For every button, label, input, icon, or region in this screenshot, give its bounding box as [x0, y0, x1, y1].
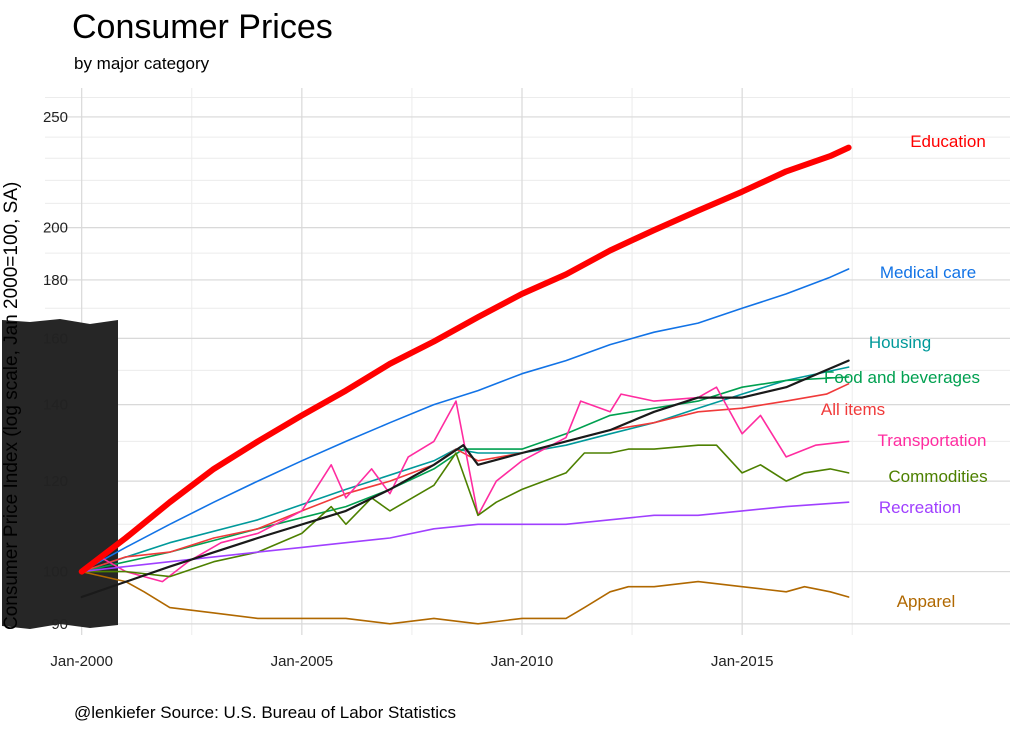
- x-tick-label: Jan-2010: [491, 653, 554, 670]
- y-tick-label: 100: [43, 564, 68, 581]
- series-labels: Education Medical care Housing Food and bev…: [821, 132, 988, 611]
- x-axis-ticks: Jan-2000 Jan-2005 Jan-2010 Jan-2015: [50, 653, 773, 670]
- chart-subtitle: by major category: [74, 54, 210, 73]
- series-lines: [78, 144, 852, 625]
- y-tick-label: 140: [43, 397, 68, 414]
- y-tick-label: 200: [43, 220, 68, 237]
- x-tick-label: Jan-2005: [271, 653, 334, 670]
- y-tick-label: 90: [51, 616, 68, 633]
- series-label-recreation: Recreation: [879, 498, 961, 517]
- series-label-food-and-beverages: Food and beverages: [824, 368, 980, 387]
- series-label-all-items: All items: [821, 400, 885, 419]
- series-label-commodities: Commodities: [888, 467, 987, 486]
- y-axis-ticks: 90 100 120 140 160 180 200 250: [43, 109, 68, 633]
- chart-caption: @lenkiefer Source: U.S. Bureau of Labor …: [74, 703, 456, 722]
- dark-overlay-panel: [2, 319, 118, 629]
- y-tick-label: 180: [43, 272, 68, 289]
- series-label-apparel: Apparel: [897, 592, 956, 611]
- grid-lines: [45, 88, 1010, 635]
- x-tick-label: Jan-2000: [50, 653, 113, 670]
- series-label-medical-care: Medical care: [880, 263, 976, 282]
- y-tick-label: 120: [43, 473, 68, 490]
- series-label-transportation: Transportation: [878, 431, 987, 450]
- y-tick-label: 160: [43, 330, 68, 347]
- y-tick-label: 250: [43, 109, 68, 126]
- series-line-recreation: [80, 501, 850, 573]
- series-line-education: [78, 144, 852, 575]
- series-line-medical-care: [80, 268, 850, 573]
- x-tick-label: Jan-2015: [711, 653, 774, 670]
- chart-title: Consumer Prices: [72, 8, 333, 46]
- series-line-food-and-beverages: [80, 376, 850, 573]
- series-label-housing: Housing: [869, 333, 931, 352]
- series-label-education: Education: [910, 132, 986, 151]
- y-axis-label: Consumer Price Index (log scale, Jan 200…: [1, 182, 22, 630]
- series-line-unlabeled: [80, 359, 850, 599]
- series-line-commodities: [80, 444, 850, 578]
- series-line-apparel: [80, 570, 850, 625]
- series-line-transportation: [80, 386, 850, 583]
